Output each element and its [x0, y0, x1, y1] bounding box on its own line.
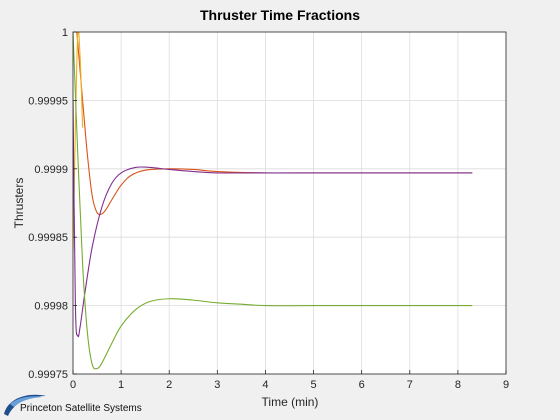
x-tick-label: 8: [455, 379, 461, 391]
x-tick-label: 1: [118, 379, 124, 391]
x-tick-label: 0: [70, 379, 76, 391]
x-tick-label: 9: [503, 379, 509, 391]
x-tick-label: 6: [359, 379, 365, 391]
y-tick-label: 0.99995: [28, 95, 68, 107]
series-line-4: [73, 32, 473, 370]
series-layer: [73, 32, 473, 370]
y-tick-label: 0.9998: [34, 301, 68, 313]
x-tick-label: 2: [166, 379, 172, 391]
x-tick-label: 4: [262, 379, 268, 391]
ticks: 0 1 2 3 4 5 6 7 8 9 0.99975 0.9998 0.99985 0.9999 0.99…: [28, 27, 509, 391]
y-tick-label: 0.99975: [28, 369, 68, 381]
y-axis-label: Thrusters: [12, 178, 26, 229]
plot-area: [73, 32, 506, 374]
x-axis-label: Time (min): [262, 395, 319, 409]
axes-frame: [72, 31, 507, 375]
y-tick-label: 0.99985: [28, 232, 68, 244]
logo-swoosh-accent-icon: [10, 396, 42, 407]
company-logo: Princeton Satellite Systems: [4, 394, 142, 416]
x-tick-label: 5: [310, 379, 316, 391]
x-tick-label: 3: [214, 379, 220, 391]
x-tick-label: 7: [407, 379, 413, 391]
logo-swoosh-icon: [4, 394, 46, 416]
y-tick-label: 1: [62, 27, 68, 39]
logo-text: Princeton Satellite Systems: [20, 403, 142, 414]
chart-title: Thruster Time Fractions: [200, 7, 360, 23]
y-tick-label: 0.9999: [34, 164, 68, 176]
series-line-3: [73, 100, 473, 338]
